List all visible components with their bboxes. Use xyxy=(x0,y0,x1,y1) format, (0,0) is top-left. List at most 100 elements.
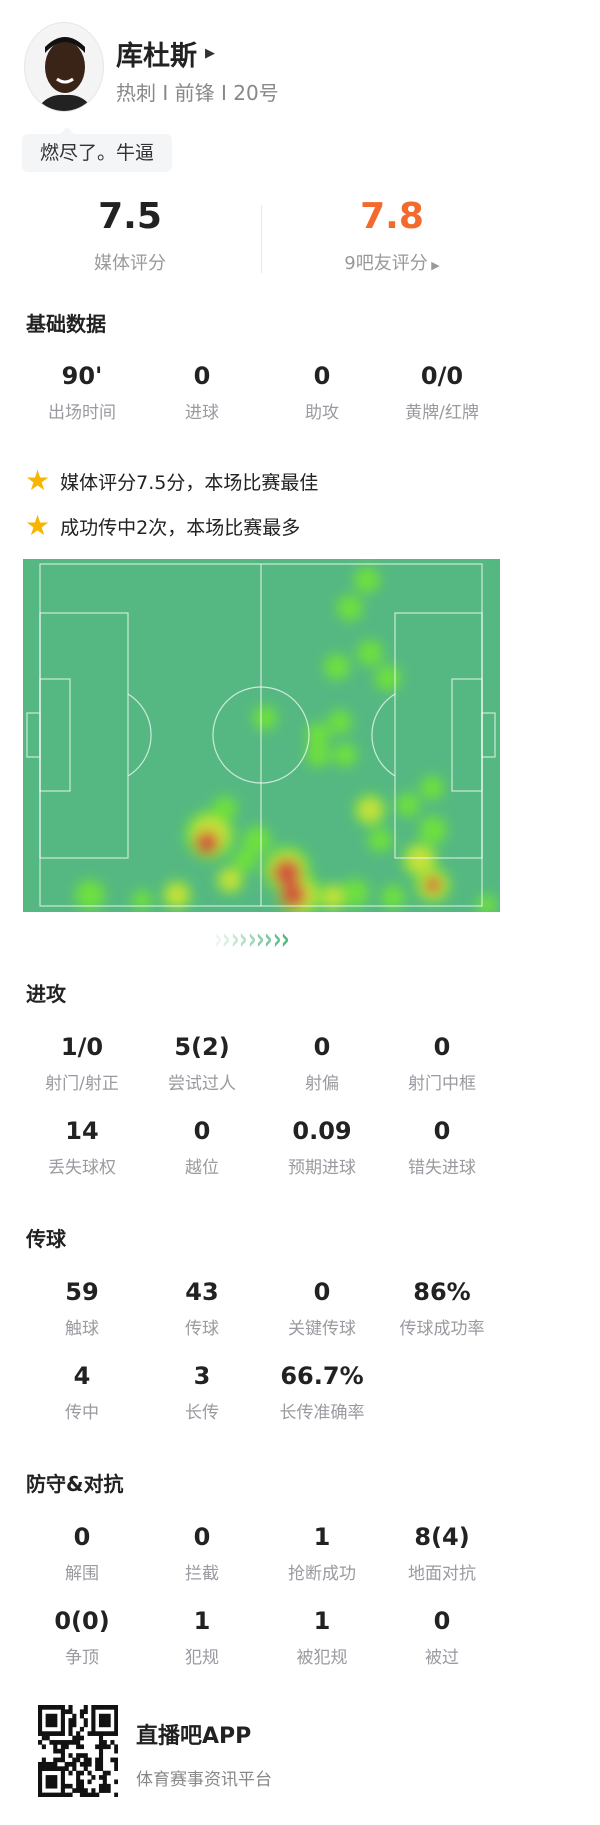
stat-label: 进球 xyxy=(185,403,219,423)
stat-label: 射门/射正 xyxy=(45,1074,119,1094)
player-name-link[interactable]: 库杜斯 ▶ xyxy=(116,34,215,73)
stat-item: 0 越位 xyxy=(142,1117,262,1178)
star-icon: ★ xyxy=(25,464,51,497)
stat-label: 黄牌/红牌 xyxy=(405,403,479,423)
stat-item: 14 丢失球权 xyxy=(22,1117,142,1178)
stat-label: 被犯规 xyxy=(296,1648,348,1668)
comment-bubble: 燃尽了。牛逼 xyxy=(22,127,173,172)
heat-spot xyxy=(425,877,441,893)
heat-spot xyxy=(220,870,240,890)
stat-value: 0 xyxy=(433,1117,451,1145)
fan-rating-value: 7.8 xyxy=(360,196,424,237)
section-title-attack: 进攻 xyxy=(26,982,66,1006)
heat-spot xyxy=(420,776,444,800)
stat-label: 触球 xyxy=(65,1319,99,1339)
stat-item: 0(0) 争顶 xyxy=(22,1607,142,1668)
qr-code xyxy=(38,1705,119,1798)
stat-label: 长传准确率 xyxy=(279,1403,365,1423)
stat-value: 59 xyxy=(65,1278,99,1306)
highlight-text: 成功传中2次，本场比赛最多 xyxy=(60,516,301,539)
stat-value: 1 xyxy=(193,1607,211,1635)
stat-value: 3 xyxy=(193,1362,211,1390)
stat-label: 争顶 xyxy=(65,1648,99,1668)
heat-spot xyxy=(306,743,330,767)
heat-spot xyxy=(273,859,301,887)
stat-item: 5(2) 尝试过人 xyxy=(142,1033,262,1094)
stat-item: 8(4) 地面对抗 xyxy=(382,1523,502,1584)
stat-value: 0 xyxy=(313,1278,331,1306)
stat-value: 66.7% xyxy=(280,1362,364,1390)
player-photo xyxy=(36,37,94,111)
defense-stats: 0 解围 0 拦截 1 抢断成功 8(4) 地面对抗 0(0) 争顶 1 犯规 1 被犯规 0 被过 xyxy=(0,1523,600,1668)
heat-spot xyxy=(75,880,105,910)
stat-item: 0 拦截 xyxy=(142,1523,262,1584)
chevron-right-icon: › xyxy=(247,922,257,957)
heat-spot xyxy=(357,640,383,666)
app-slogan: 体育赛事资讯平台 xyxy=(136,1770,272,1790)
divider xyxy=(261,205,262,273)
stat-item: 66.7% 长传准确率 xyxy=(262,1362,382,1423)
heat-spot xyxy=(166,884,188,906)
heat-spot xyxy=(368,828,392,852)
section-title-defense: 防守&对抗 xyxy=(26,1472,124,1496)
stat-value: 0 xyxy=(193,1117,211,1145)
heat-spot xyxy=(253,706,277,730)
chevron-right-icon: › xyxy=(238,922,248,957)
heat-spot xyxy=(195,831,219,855)
stat-label: 长传 xyxy=(185,1403,219,1423)
passing-stats: 59 触球 43 传球 0 关键传球 86% 传球成功率 4 传中 3 长传 66.7% 长传准确率 xyxy=(0,1278,600,1423)
chevron-right-icon: › xyxy=(255,922,265,957)
stat-label: 解围 xyxy=(65,1564,99,1584)
heat-spot xyxy=(337,595,363,621)
heat-spot xyxy=(375,665,401,691)
stat-value: 0 xyxy=(313,1033,331,1061)
stat-label: 出场时间 xyxy=(48,403,116,423)
stat-label: 拦截 xyxy=(185,1564,219,1584)
stat-value: 14 xyxy=(65,1117,99,1145)
stat-item: 0/0 黄牌/红牌 xyxy=(382,362,502,423)
heat-spot xyxy=(419,816,447,844)
stat-item: 0 被过 xyxy=(382,1607,502,1668)
caret-right-icon: ▶ xyxy=(205,46,215,61)
player-avatar[interactable] xyxy=(24,22,104,112)
fan-rating[interactable]: 7.8 9吧友评分 ▶ xyxy=(292,196,492,275)
stat-item: 3 长传 xyxy=(142,1362,262,1423)
section-title-basic: 基础数据 xyxy=(26,312,106,336)
media-rating-value: 7.5 xyxy=(98,196,162,237)
stat-label: 关键传球 xyxy=(288,1319,356,1339)
heat-spot xyxy=(323,887,343,907)
section-title-passing: 传球 xyxy=(26,1227,66,1251)
stat-value: 86% xyxy=(413,1278,471,1306)
stat-item: 43 传球 xyxy=(142,1278,262,1339)
stat-item: 0 解围 xyxy=(22,1523,142,1584)
star-icon: ★ xyxy=(25,509,51,542)
highlight-item: ★ 成功传中2次，本场比赛最多 xyxy=(25,512,300,540)
chevron-right-icon: › xyxy=(213,922,223,957)
stat-value: 0.09 xyxy=(292,1117,352,1145)
heatmap-pitch xyxy=(23,559,500,917)
heat-spot xyxy=(328,710,352,734)
caret-right-icon: ▶ xyxy=(427,259,440,272)
stat-value: 0 xyxy=(313,362,331,390)
heat-spot xyxy=(233,848,257,872)
stat-label: 地面对抗 xyxy=(408,1564,476,1584)
stat-value: 5(2) xyxy=(174,1033,230,1061)
stat-label: 射偏 xyxy=(305,1074,339,1094)
stat-value: 0(0) xyxy=(54,1607,110,1635)
heat-spot xyxy=(213,796,237,820)
stat-label: 被过 xyxy=(425,1648,459,1668)
stat-item: 4 传中 xyxy=(22,1362,142,1423)
heat-spot xyxy=(358,798,382,822)
basic-stats: 90' 出场时间 0 进球 0 助攻 0/0 黄牌/红牌 xyxy=(0,362,600,423)
stat-label: 丢失球权 xyxy=(48,1158,116,1178)
stat-item: 0.09 预期进球 xyxy=(262,1117,382,1178)
stat-item: 1 被犯规 xyxy=(262,1607,382,1668)
stat-item: 0 助攻 xyxy=(262,362,382,423)
player-name: 库杜斯 xyxy=(116,41,197,72)
media-rating-label: 媒体评分 xyxy=(94,253,166,274)
stat-label: 传球成功率 xyxy=(399,1319,485,1339)
stat-label: 抢断成功 xyxy=(288,1564,356,1584)
fan-rating-label: 9吧友评分 xyxy=(344,253,428,274)
player-info: 热刺 I 前锋 I 20号 xyxy=(116,81,279,105)
stat-label: 传中 xyxy=(65,1403,99,1423)
